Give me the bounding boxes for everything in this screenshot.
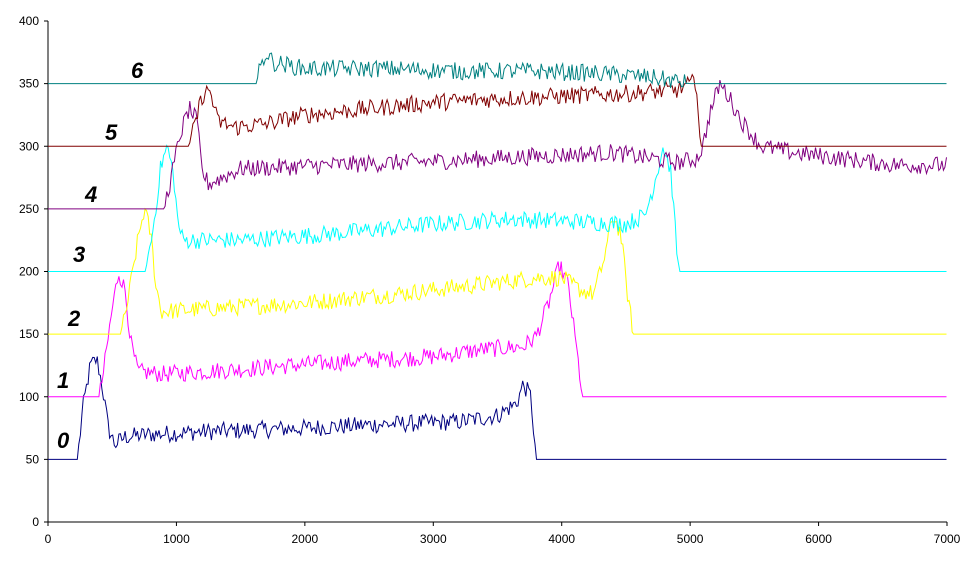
- x-tick-label: 0: [45, 532, 52, 546]
- y-tick-label: 350: [19, 77, 39, 91]
- y-tick-label: 50: [26, 452, 40, 466]
- x-tick-label: 2000: [292, 532, 319, 546]
- y-axis-ticks: 0 50 100 150 200 250 300 350 400: [19, 14, 48, 529]
- series-label-5: 5: [105, 120, 118, 145]
- x-tick-label: 7000: [934, 532, 961, 546]
- y-tick-label: 300: [19, 139, 39, 153]
- y-tick-label: 250: [19, 202, 39, 216]
- series-label-1: 1: [57, 368, 69, 393]
- series-line-1: [48, 261, 947, 398]
- y-tick-label: 200: [19, 265, 39, 279]
- y-tick-label: 150: [19, 327, 39, 341]
- series-line-0: [48, 356, 947, 460]
- series-line-2: [48, 207, 947, 335]
- series-label-0: 0: [57, 428, 70, 453]
- series-line-6: [48, 52, 947, 89]
- x-tick-label: 4000: [548, 532, 575, 546]
- x-tick-label: 6000: [805, 532, 832, 546]
- series-lines: [48, 52, 947, 460]
- x-tick-label: 5000: [677, 532, 704, 546]
- x-tick-label: 3000: [420, 532, 447, 546]
- series-labels: 0 1 2 3 4 5 6: [57, 58, 144, 453]
- x-tick-label: 1000: [163, 532, 190, 546]
- y-tick-label: 400: [19, 14, 39, 28]
- y-tick-label: 0: [32, 515, 39, 529]
- series-label-6: 6: [131, 58, 144, 83]
- series-line-3: [48, 144, 947, 272]
- x-axis-ticks: 0 1000 2000 3000 4000 5000 6000 7000: [45, 522, 961, 546]
- series-label-3: 3: [73, 242, 85, 267]
- series-line-4: [48, 79, 947, 210]
- y-tick-label: 100: [19, 390, 39, 404]
- series-line-5: [48, 73, 947, 147]
- series-label-2: 2: [67, 306, 81, 331]
- series-label-4: 4: [84, 182, 97, 207]
